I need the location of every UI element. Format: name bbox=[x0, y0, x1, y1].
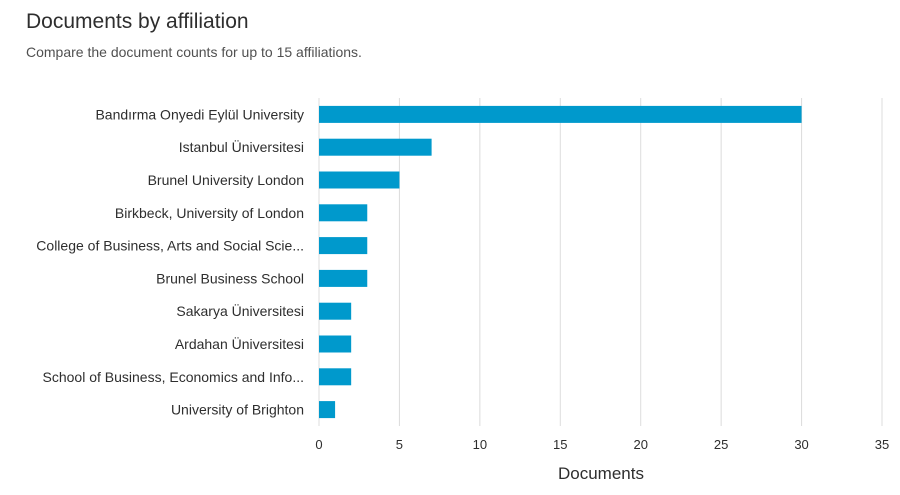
y-category-label: Istanbul Üniversitesi bbox=[179, 138, 304, 155]
y-category-label: Ardahan Üniversitesi bbox=[175, 335, 304, 352]
x-axis-labels: 0 5 10 15 20 25 30 35 bbox=[315, 437, 889, 452]
x-tick-label: 30 bbox=[794, 437, 808, 452]
y-category-label: Bandırma Onyedi Eylül University bbox=[95, 106, 304, 122]
bar[interactable] bbox=[319, 368, 352, 386]
bar[interactable] bbox=[319, 138, 432, 156]
y-category-label: University of Brighton bbox=[171, 402, 304, 418]
chart-title: Documents by affiliation bbox=[26, 10, 249, 33]
y-category-label: Sakarya Üniversitesi bbox=[176, 302, 304, 319]
y-category-label: School of Business, Economics and Info..… bbox=[43, 369, 304, 385]
x-tick-label: 20 bbox=[633, 437, 647, 452]
y-category-label: College of Business, Arts and Social Sci… bbox=[36, 238, 304, 254]
y-category-label: Brunel Business School bbox=[156, 270, 304, 286]
bar[interactable] bbox=[319, 171, 400, 189]
bar[interactable] bbox=[319, 237, 368, 255]
x-tick-label: 10 bbox=[473, 437, 487, 452]
y-category-label: Birkbeck, University of London bbox=[115, 205, 304, 221]
bar[interactable] bbox=[319, 204, 368, 222]
bar[interactable] bbox=[319, 335, 352, 353]
x-tick-label: 35 bbox=[875, 437, 889, 452]
chart-subtitle: Compare the document counts for up to 15… bbox=[26, 44, 362, 60]
x-axis-title: Documents bbox=[558, 464, 644, 483]
x-tick-label: 0 bbox=[315, 437, 322, 452]
x-tick-label: 15 bbox=[553, 437, 567, 452]
bar[interactable] bbox=[319, 105, 802, 123]
bars bbox=[319, 105, 802, 419]
bar[interactable] bbox=[319, 302, 352, 320]
chart-header: Documents by affiliation Compare the doc… bbox=[26, 8, 362, 62]
y-axis-labels: Bandırma Onyedi Eylül University Istanbul… bbox=[36, 106, 304, 417]
x-tick-label: 25 bbox=[714, 437, 728, 452]
x-tick-label: 5 bbox=[396, 437, 403, 452]
bar[interactable] bbox=[319, 401, 336, 419]
y-category-label: Brunel University London bbox=[148, 172, 304, 188]
bar[interactable] bbox=[319, 269, 368, 287]
